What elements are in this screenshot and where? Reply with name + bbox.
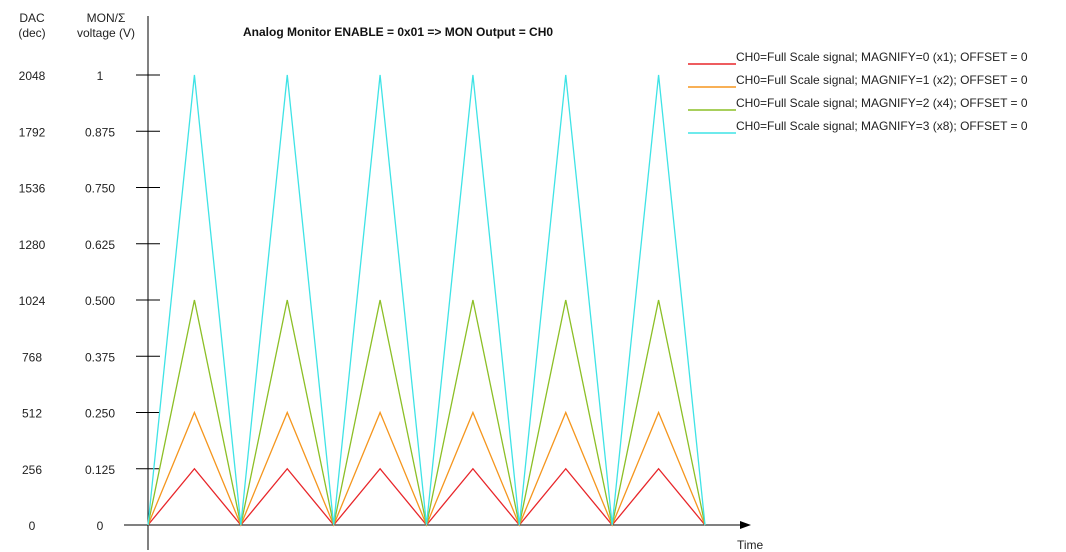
dac-tick-label: 768 <box>22 350 42 364</box>
legend: CH0=Full Scale signal; MAGNIFY=0 (x1); O… <box>688 50 1028 134</box>
series-line-3 <box>147 74 706 526</box>
legend-label-3: CH0=Full Scale signal; MAGNIFY=3 (x8); O… <box>736 119 1028 133</box>
legend-label-2: CH0=Full Scale signal; MAGNIFY=2 (x4); O… <box>736 96 1028 110</box>
dac-tick-label: 1280 <box>19 238 46 252</box>
y-ticks: 0 0 256 0.125 512 0.250 768 0.375 1024 0.500 1280 0… <box>19 69 160 533</box>
x-axis-arrow <box>740 521 751 529</box>
voltage-tick-label: 0.125 <box>85 463 115 477</box>
voltage-axis-header-line2: voltage (V) <box>77 26 135 40</box>
voltage-tick-label: 1 <box>97 69 104 83</box>
dac-tick-label: 1792 <box>19 125 46 139</box>
dac-tick-label: 512 <box>22 407 42 421</box>
series-line-2 <box>147 299 706 526</box>
dac-tick-label: 1536 <box>19 182 46 196</box>
dac-tick-label: 1024 <box>19 294 46 308</box>
voltage-axis-header-line1: MON/Σ <box>87 11 126 25</box>
chart-title: Analog Monitor ENABLE = 0x01 => MON Outp… <box>243 25 553 39</box>
voltage-tick-label: 0.250 <box>85 407 115 421</box>
axes <box>124 16 751 550</box>
voltage-tick-label: 0.375 <box>85 350 115 364</box>
voltage-tick-label: 0.500 <box>85 294 115 308</box>
dac-tick-label: 256 <box>22 463 42 477</box>
legend-label-1: CH0=Full Scale signal; MAGNIFY=1 (x2); O… <box>736 73 1028 87</box>
dac-axis-header-line1: DAC <box>19 11 45 25</box>
voltage-tick-label: 0.875 <box>85 125 115 139</box>
dac-tick-label: 2048 <box>19 69 46 83</box>
legend-label-0: CH0=Full Scale signal; MAGNIFY=0 (x1); O… <box>736 50 1028 64</box>
voltage-tick-label: 0 <box>97 519 104 533</box>
voltage-tick-label: 0.750 <box>85 182 115 196</box>
voltage-tick-label: 0.625 <box>85 238 115 252</box>
series-lines <box>147 74 706 527</box>
dac-tick-label: 0 <box>29 519 36 533</box>
dac-axis-header-line2: (dec) <box>18 26 45 40</box>
x-axis-label: Time <box>737 538 764 552</box>
